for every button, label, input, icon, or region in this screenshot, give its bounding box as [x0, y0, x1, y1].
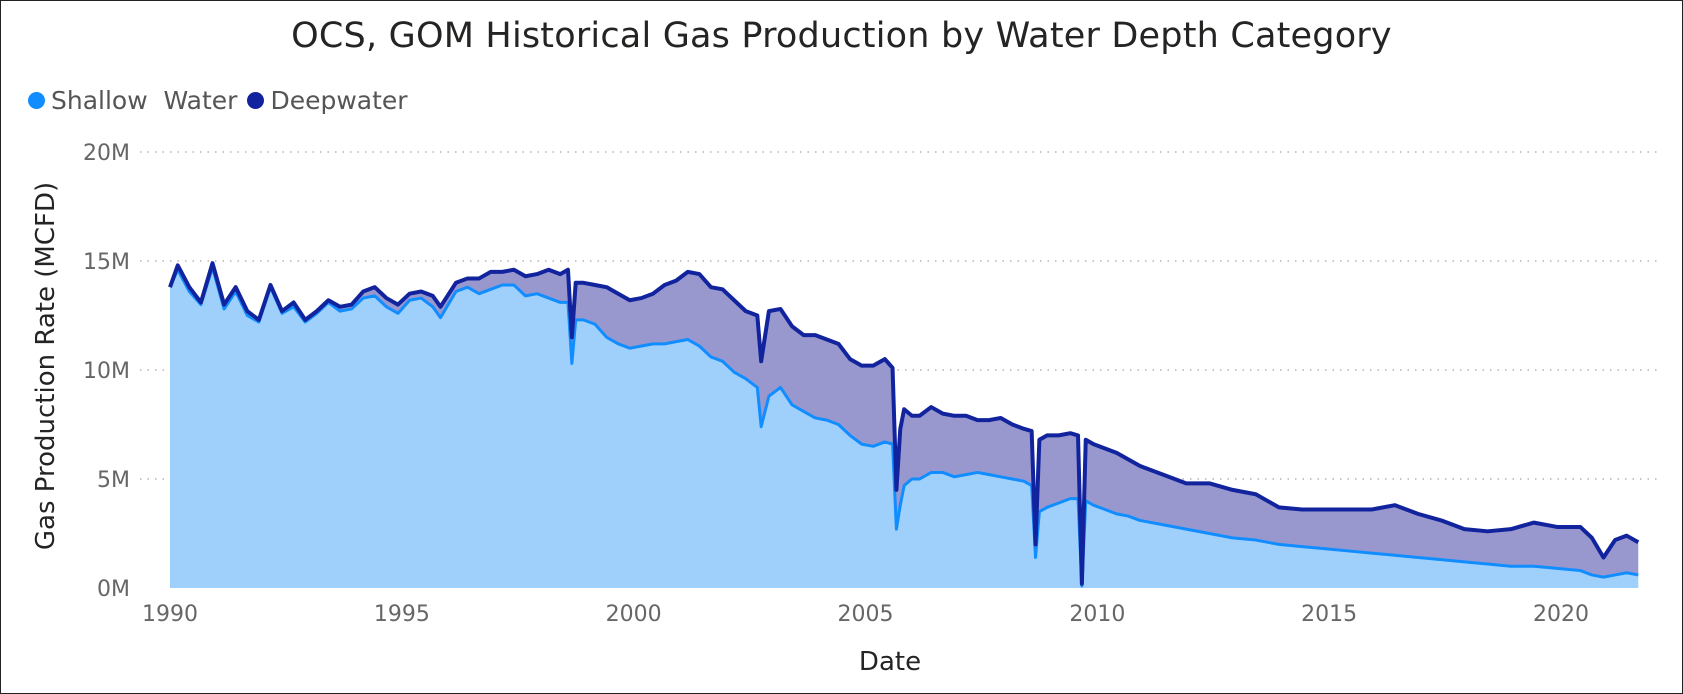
legend-marker-deepwater	[247, 92, 265, 109]
deepwater-line	[168, 261, 1640, 586]
chart-legend: Shallow Water Deepwater	[28, 86, 418, 115]
legend-label-shallow-water: Shallow Water	[51, 86, 238, 115]
y-axis-title: Gas Production Rate (MCFD)	[31, 182, 61, 550]
legend-item-shallow-water[interactable]: Shallow Water	[28, 86, 237, 115]
legend-label-deepwater: Deepwater	[270, 86, 408, 115]
x-tick-label: 1990	[142, 602, 198, 627]
legend-item-deepwater[interactable]: Deepwater	[247, 86, 408, 115]
x-tick-label: 2020	[1533, 602, 1589, 627]
plot-areas	[170, 263, 1639, 588]
shallow-water-area	[170, 267, 1639, 588]
y-tick-label: 10M	[83, 359, 130, 384]
y-tick-label: 15M	[83, 250, 130, 275]
plot-lines	[168, 261, 1640, 588]
y-axis-ticks: 0M 5M 10M 15M 20M	[83, 141, 130, 602]
y-tick-label: 20M	[83, 141, 130, 166]
y-tick-label: 0M	[97, 577, 130, 602]
x-tick-label: 2010	[1069, 602, 1125, 627]
y-tick-label: 5M	[97, 468, 130, 493]
x-tick-label: 2005	[838, 602, 894, 627]
gridlines	[140, 151, 1662, 480]
legend-marker-shallow-water	[28, 92, 45, 109]
x-axis-title: Date	[859, 647, 921, 677]
shallow-water-line	[168, 266, 1639, 588]
chart-title: OCS, GOM Historical Gas Production by Wa…	[291, 16, 1392, 56]
x-tick-label: 2015	[1301, 602, 1357, 627]
x-axis-ticks: 1990 1995 2000 2005 2010 2015 2020	[142, 602, 1589, 627]
x-tick-label: 2000	[606, 602, 662, 627]
x-tick-label: 1995	[374, 602, 430, 627]
